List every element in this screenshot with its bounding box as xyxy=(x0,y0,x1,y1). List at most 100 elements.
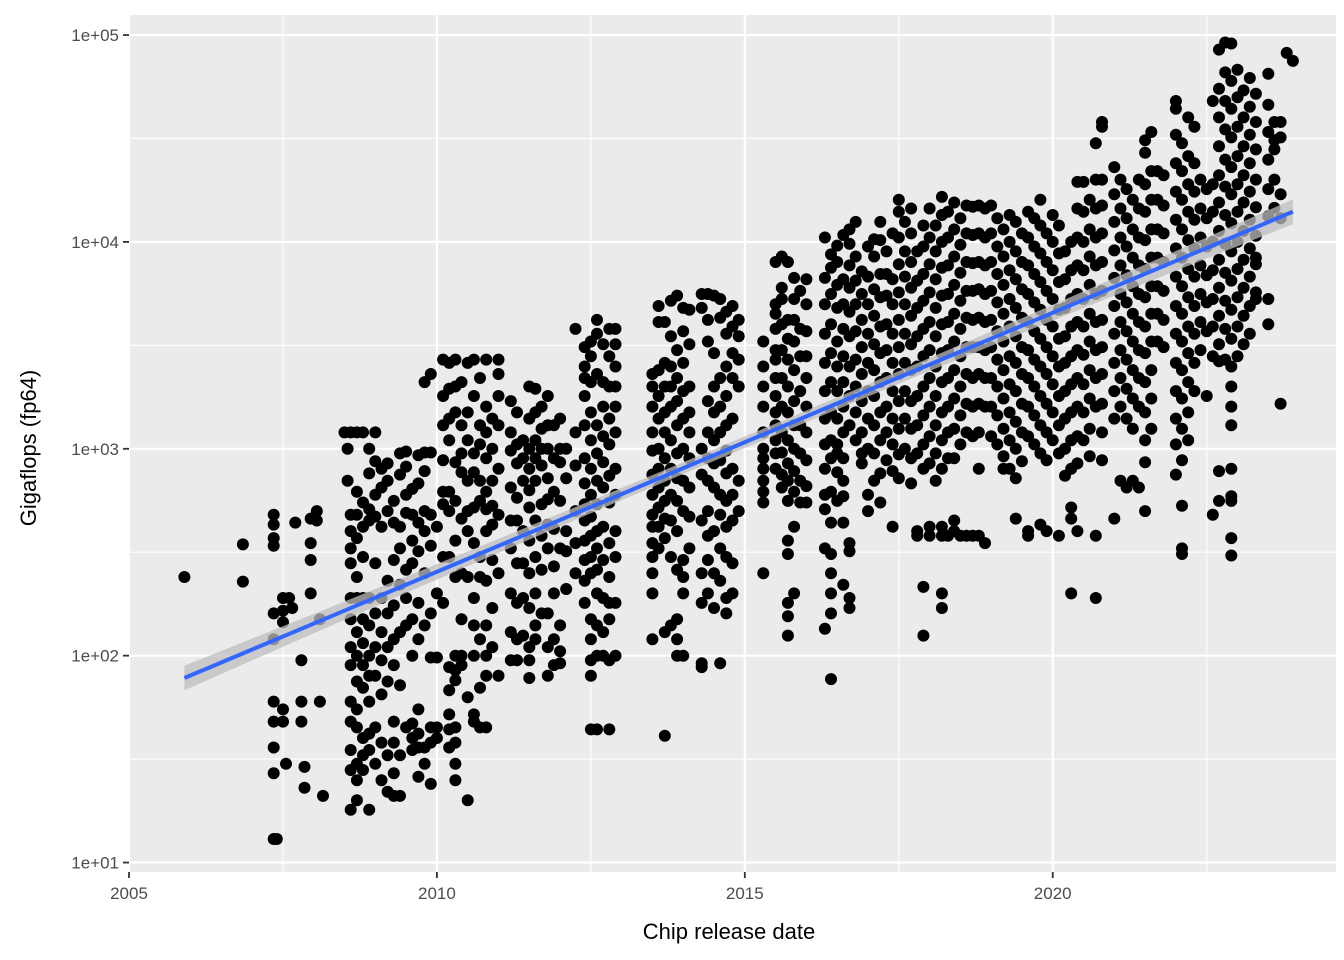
data-point xyxy=(732,313,745,326)
data-point xyxy=(597,338,610,351)
data-point xyxy=(671,395,684,408)
data-point xyxy=(788,395,801,408)
data-point xyxy=(1145,392,1158,405)
data-point xyxy=(664,551,677,563)
data-point xyxy=(818,271,831,284)
data-point xyxy=(603,613,616,626)
data-point xyxy=(430,520,443,533)
data-point xyxy=(1237,111,1250,124)
data-point xyxy=(1194,316,1207,328)
y-tick-label: 1e+02 xyxy=(71,647,119,666)
y-tick-label: 1e+05 xyxy=(71,26,119,45)
data-point xyxy=(569,567,582,580)
data-point xyxy=(1139,205,1152,218)
data-point xyxy=(917,438,930,451)
data-point xyxy=(1237,253,1250,266)
data-point xyxy=(277,715,289,728)
data-point xyxy=(1213,465,1225,478)
data-point xyxy=(695,301,708,314)
data-point xyxy=(1009,385,1022,398)
data-point xyxy=(942,205,954,218)
data-point xyxy=(997,250,1010,263)
data-point xyxy=(880,426,893,439)
data-point xyxy=(1077,406,1090,419)
data-point xyxy=(609,400,622,413)
data-point xyxy=(467,649,480,662)
data-point xyxy=(775,344,788,357)
data-point xyxy=(1108,385,1121,398)
data-point xyxy=(511,406,523,419)
data-point xyxy=(1213,253,1225,266)
data-point xyxy=(991,438,1004,451)
data-point xyxy=(492,567,505,580)
data-point xyxy=(1225,188,1238,201)
data-point xyxy=(578,477,591,490)
data-point xyxy=(310,505,323,518)
data-point xyxy=(1071,457,1084,470)
data-point xyxy=(714,293,727,305)
data-point xyxy=(1022,372,1035,384)
data-point xyxy=(1108,300,1121,312)
data-point xyxy=(474,474,486,487)
data-point xyxy=(837,474,850,487)
data-point xyxy=(1176,137,1188,150)
data-point xyxy=(923,529,936,542)
data-point xyxy=(474,681,486,694)
data-point xyxy=(1022,231,1035,244)
data-point xyxy=(1126,307,1139,320)
data-point xyxy=(467,353,480,366)
data-point xyxy=(369,557,382,570)
data-point xyxy=(1213,338,1225,351)
data-point xyxy=(523,442,536,455)
data-point xyxy=(1262,293,1275,305)
data-point xyxy=(1120,412,1133,425)
data-point xyxy=(363,467,376,480)
data-point xyxy=(1206,320,1219,333)
data-point xyxy=(461,434,474,447)
data-point xyxy=(467,390,480,402)
data-point xyxy=(517,629,530,642)
data-point xyxy=(1096,173,1108,186)
data-point xyxy=(818,622,831,635)
data-point xyxy=(935,520,948,533)
data-point xyxy=(357,659,369,672)
data-point xyxy=(492,390,505,402)
data-point xyxy=(523,672,536,684)
data-point xyxy=(818,231,831,244)
data-point xyxy=(461,794,474,807)
data-point xyxy=(1213,494,1225,507)
data-point xyxy=(1206,264,1219,277)
data-point xyxy=(547,560,560,573)
data-point xyxy=(671,494,684,507)
data-point xyxy=(1188,120,1201,133)
data-point xyxy=(1022,529,1035,542)
data-point xyxy=(1182,291,1195,304)
data-point xyxy=(898,245,911,258)
data-point xyxy=(541,472,554,485)
data-point xyxy=(437,454,450,467)
data-point xyxy=(1274,131,1287,144)
data-point xyxy=(991,409,1004,422)
data-point xyxy=(363,803,376,816)
data-point xyxy=(504,395,517,408)
data-point xyxy=(267,695,280,708)
data-point xyxy=(732,330,745,343)
data-point xyxy=(1225,274,1238,287)
data-point xyxy=(1249,251,1262,264)
data-point xyxy=(874,215,887,228)
data-point xyxy=(350,703,363,716)
data-point xyxy=(449,674,462,687)
data-point xyxy=(954,212,967,225)
data-point xyxy=(948,392,961,405)
data-point xyxy=(1139,376,1152,389)
data-point xyxy=(905,227,918,240)
data-point xyxy=(892,193,905,206)
data-point xyxy=(424,539,437,552)
data-point xyxy=(449,456,462,469)
data-point xyxy=(350,532,363,545)
data-point xyxy=(701,587,714,600)
data-point xyxy=(683,542,696,555)
data-point xyxy=(917,380,930,393)
data-point xyxy=(412,703,425,716)
data-point xyxy=(1213,281,1225,294)
